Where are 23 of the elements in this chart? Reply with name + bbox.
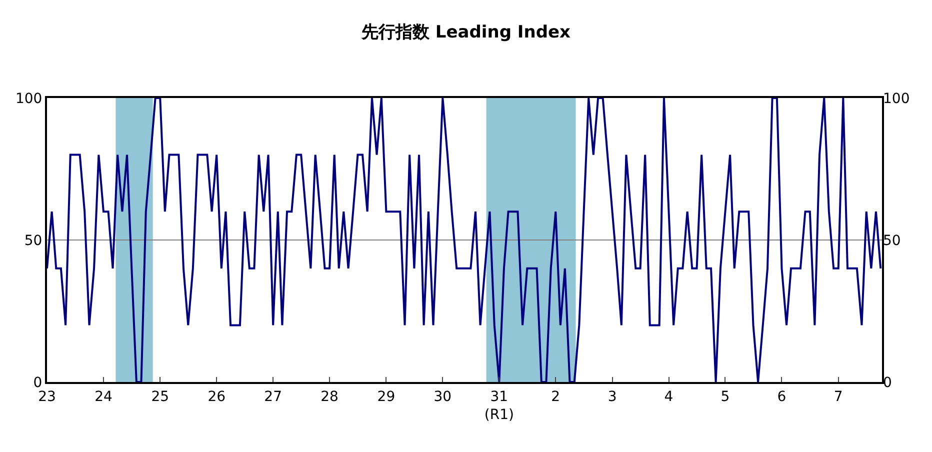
x-tick-label: 31 (R1): [484, 388, 514, 423]
x-tick-label: 23: [38, 388, 56, 405]
chart-title: 先行指数 Leading Index: [360, 22, 571, 43]
x-tick-label: 30: [434, 388, 452, 405]
x-tick-label: 28: [320, 388, 338, 405]
x-tick-label: 4: [664, 388, 674, 405]
y-tick-label: 100: [15, 90, 42, 107]
y2-tick-label: 0: [883, 374, 892, 391]
x-tick-label: 5: [720, 388, 730, 405]
line-series: [47, 98, 882, 382]
y2-tick-label: 100: [883, 90, 910, 107]
x-tick-label: 25: [151, 388, 170, 405]
x-tick-label: 2: [551, 388, 560, 405]
x-tick-label: 29: [377, 388, 396, 405]
y2-tick-label: 50: [883, 232, 901, 249]
y-tick-label: 0: [33, 374, 42, 391]
x-tick-label: 24: [94, 388, 112, 405]
y-tick-label: 50: [24, 232, 42, 249]
x-tick-label: 7: [834, 388, 843, 405]
x-tick-label: 6: [777, 388, 786, 405]
x-tick-label: 26: [208, 388, 226, 405]
x-tick-label: 27: [264, 388, 282, 405]
x-tick-label: 3: [608, 388, 617, 405]
